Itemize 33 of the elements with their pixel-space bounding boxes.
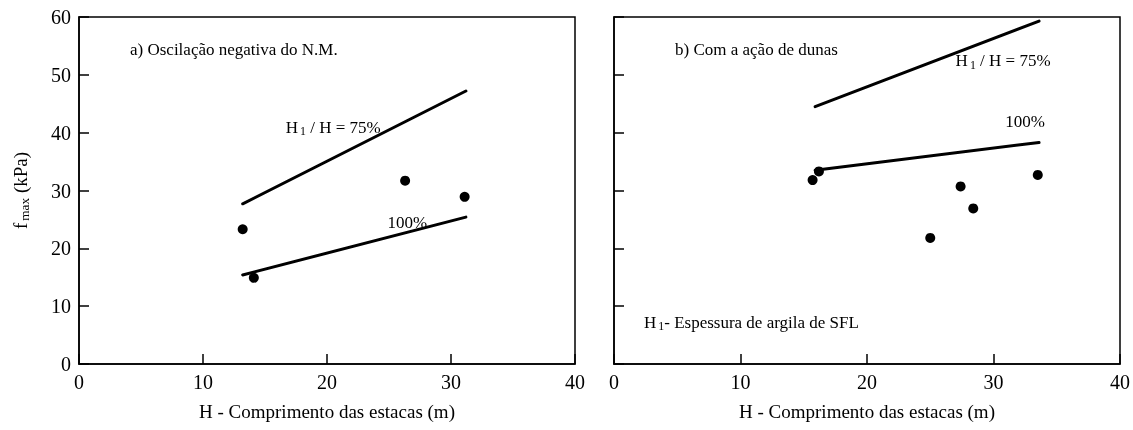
y-axis-title: fmax (kPa) xyxy=(9,151,32,230)
point xyxy=(968,203,979,214)
x-tick-label: 0 xyxy=(609,371,619,393)
x-tick-label: 30 xyxy=(983,371,1004,393)
x-axis-title: H - Comprimento das estacas (m) xyxy=(739,401,995,423)
text: a) Oscilação negativa do N.M. xyxy=(130,40,338,59)
point xyxy=(955,181,966,192)
x-tick-label: 30 xyxy=(441,371,461,393)
point xyxy=(248,272,259,283)
y-tick-label: 40 xyxy=(51,121,71,144)
y-tick-label: 20 xyxy=(51,237,71,260)
series-label: 100% xyxy=(1005,111,1045,131)
point xyxy=(1032,169,1043,180)
y-tick-label: 0 xyxy=(61,353,71,375)
point xyxy=(807,175,818,186)
point xyxy=(400,175,411,186)
x-tick-label: 20 xyxy=(317,371,337,393)
x-tick-label: 10 xyxy=(730,371,751,393)
x-tick-label: 10 xyxy=(193,371,213,393)
point xyxy=(813,166,824,177)
x-axis-title: H - Comprimento das estacas (m) xyxy=(199,401,455,423)
y-tick-label: 60 xyxy=(51,6,71,28)
y-tick-label: 50 xyxy=(51,63,71,86)
point xyxy=(925,232,936,243)
y-tick-label: 10 xyxy=(51,295,71,318)
series-label: 100% xyxy=(387,212,428,232)
x-tick-label: 20 xyxy=(857,371,877,393)
x-tick-label: 40 xyxy=(1110,371,1130,393)
point xyxy=(459,191,470,202)
point xyxy=(237,224,248,235)
text: b) Com a ação de dunas xyxy=(675,40,838,59)
y-tick-label: 30 xyxy=(51,179,71,202)
x-tick-label: 40 xyxy=(565,371,585,393)
